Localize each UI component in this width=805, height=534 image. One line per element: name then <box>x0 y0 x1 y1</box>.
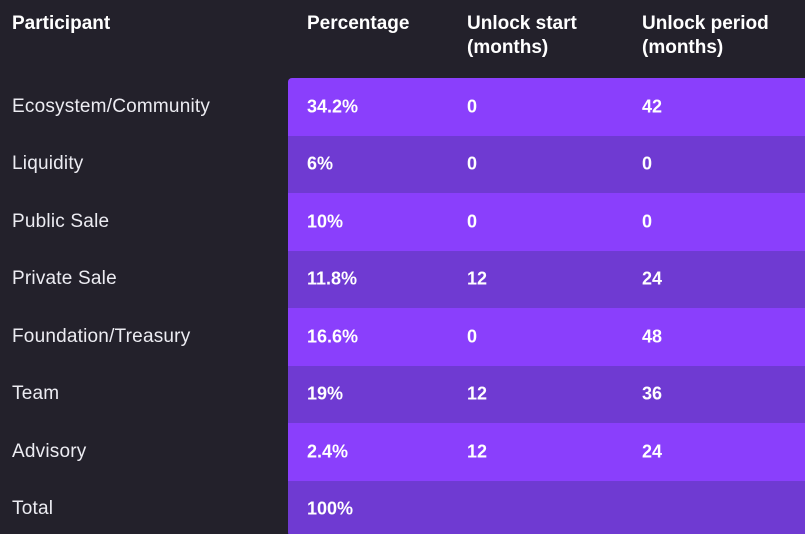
table-row-total: Total 100% <box>0 480 805 534</box>
unlock-start-cell: 0 <box>467 153 478 174</box>
unlock-period-cell: 24 <box>642 441 663 462</box>
percentage-cell: 6% <box>307 153 334 174</box>
participant-cell: Public Sale <box>12 210 110 232</box>
participant-cell: Total <box>12 498 54 520</box>
unlock-period-cell: 42 <box>642 96 663 117</box>
unlock-period-cell: 0 <box>642 211 653 232</box>
unlock-period-cell: 36 <box>642 383 663 404</box>
participant-cell: Advisory <box>12 440 87 462</box>
percentage-cell: 34.2% <box>307 96 359 117</box>
unlock-start-cell: 0 <box>467 211 478 232</box>
header-unlock-period: Unlock period (months) <box>642 13 769 58</box>
participant-cell: Foundation/Treasury <box>12 325 191 347</box>
participant-cell: Ecosystem/Community <box>12 95 211 117</box>
participant-cell: Private Sale <box>12 268 117 290</box>
table-row: Liquidity 6% 0 0 <box>0 135 805 193</box>
unlock-start-cell: 12 <box>467 441 488 462</box>
percentage-cell: 10% <box>307 211 344 232</box>
percentage-cell: 100% <box>307 498 354 519</box>
table-row: Private Sale 11.8% 12 24 <box>0 250 805 308</box>
percentage-cell: 19% <box>307 383 344 404</box>
header-percentage: Percentage <box>307 13 410 34</box>
header-participant: Participant <box>12 13 111 34</box>
table-header: Participant Percentage Unlock start (mon… <box>0 0 805 78</box>
participant-cell: Team <box>12 383 60 405</box>
unlock-start-cell: 0 <box>467 326 478 347</box>
table-body: Ecosystem/Community 34.2% 0 42 Liquidity… <box>0 78 805 534</box>
percentage-cell: 2.4% <box>307 441 349 462</box>
unlock-start-cell: 12 <box>467 383 488 404</box>
participant-cell: Liquidity <box>12 153 84 175</box>
header-unlock-start: Unlock start (months) <box>467 13 577 58</box>
table-row: Team 19% 12 36 <box>0 365 805 423</box>
unlock-period-cell: 48 <box>642 326 663 347</box>
unlock-period-cell: 24 <box>642 268 663 289</box>
percentage-cell: 16.6% <box>307 326 359 347</box>
table-row: Foundation/Treasury 16.6% 0 48 <box>0 308 805 366</box>
unlock-start-cell: 12 <box>467 268 488 289</box>
unlock-start-cell: 0 <box>467 96 478 117</box>
table-row: Public Sale 10% 0 0 <box>0 193 805 251</box>
table-row: Advisory 2.4% 12 24 <box>0 423 805 481</box>
percentage-cell: 11.8% <box>307 268 358 289</box>
unlock-period-cell: 0 <box>642 153 653 174</box>
table-row: Ecosystem/Community 34.2% 0 42 <box>0 78 805 136</box>
